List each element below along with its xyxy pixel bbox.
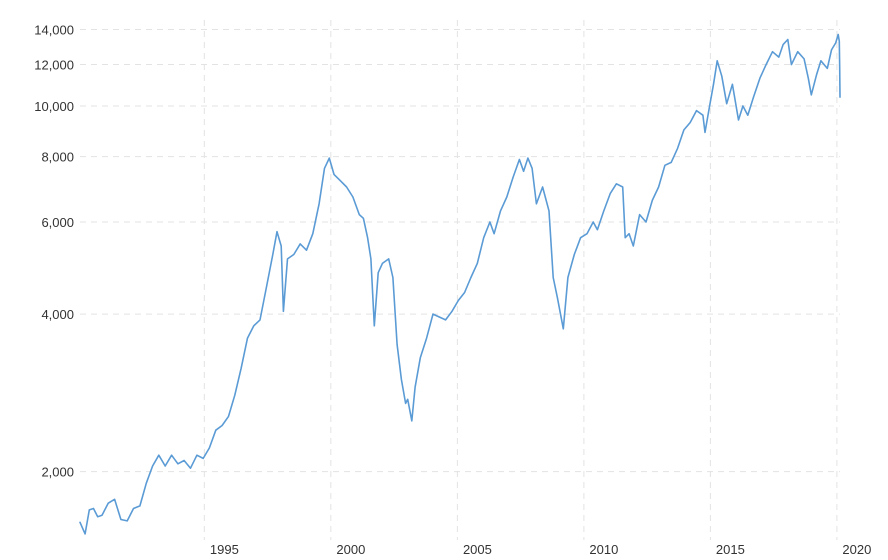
y-tick-label: 2,000 (41, 465, 74, 480)
y-tick-label: 8,000 (41, 150, 74, 165)
y-tick-label: 10,000 (34, 99, 74, 114)
axis-labels: 2,000 4,000 6,000 8,000 10,000 12,000 14,000 19… (34, 23, 871, 557)
x-tick-label: 2005 (463, 542, 492, 557)
y-tick-label: 6,000 (41, 215, 74, 230)
x-tick-label: 2015 (716, 542, 745, 557)
x-tick-label: 2010 (589, 542, 618, 557)
y-tick-label: 14,000 (34, 23, 74, 38)
y-tick-label: 4,000 (41, 307, 74, 322)
series-line-0 (79, 33, 841, 535)
x-tick-label: 2020 (842, 542, 871, 557)
x-tick-label: 2000 (336, 542, 365, 557)
grid-layer (80, 20, 840, 540)
x-tick-label: 1995 (210, 542, 239, 557)
y-tick-label: 12,000 (34, 58, 74, 73)
series-layer (79, 33, 841, 535)
